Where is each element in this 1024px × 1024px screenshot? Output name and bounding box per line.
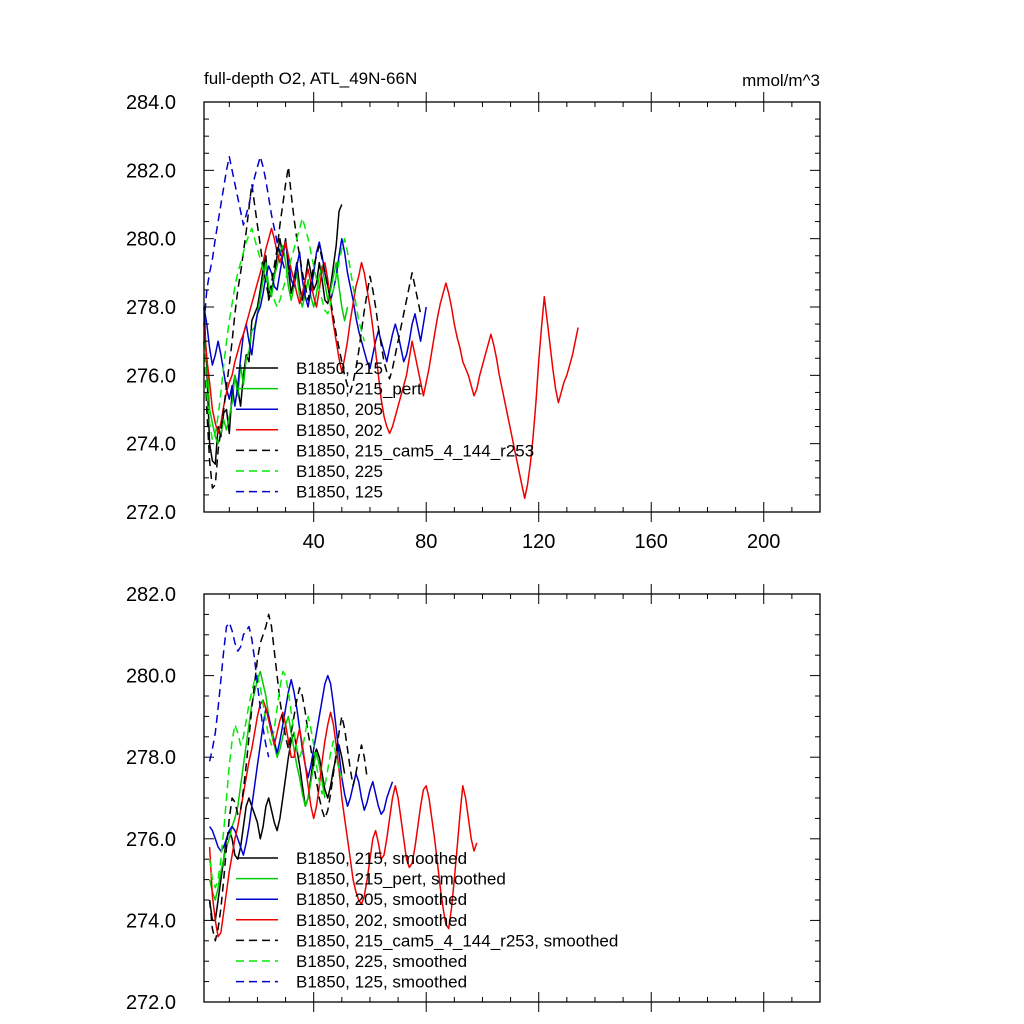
y-tick-label: 280.0	[126, 229, 176, 251]
bottom-panel: B1850, 215, smoothed B1850, 215_pert, smo…	[126, 584, 821, 1014]
legend-label-4: B1850, 215_cam5_4_144_r253, smoothed	[296, 931, 618, 950]
legend-label-4: B1850, 215_cam5_4_144_r253	[296, 441, 534, 460]
y-tick-label: 274.0	[126, 434, 176, 456]
y-tick-label: 276.0	[126, 829, 176, 851]
y-tick-label: 274.0	[126, 910, 176, 932]
bottom-series-group	[208, 613, 478, 942]
series-line-6	[208, 621, 270, 762]
y-tick-label: 276.0	[126, 365, 176, 387]
x-tick-label: 160	[635, 531, 668, 553]
legend-label-6: B1850, 125, smoothed	[296, 973, 467, 992]
legend-label-0: B1850, 215, smoothed	[296, 849, 467, 868]
y-tick-label: 282.0	[126, 584, 176, 606]
series-line-5	[203, 217, 366, 441]
bottom-legend: B1850, 215, smoothed B1850, 215_pert, smo…	[236, 849, 618, 992]
legend-label-6: B1850, 125	[296, 483, 383, 502]
y-tick-label: 272.0	[126, 502, 176, 524]
series-line-5	[208, 670, 343, 889]
x-tick-label: 80	[415, 531, 437, 553]
top-panel-title: full-depth O2, ATL_49N-66N	[204, 69, 417, 88]
series-line-4	[203, 166, 422, 489]
top-series-group	[203, 155, 579, 500]
legend-label-3: B1850, 202	[296, 421, 383, 440]
y-tick-label: 278.0	[126, 297, 176, 319]
series-line-3	[208, 699, 478, 938]
legend-label-3: B1850, 202, smoothed	[296, 911, 467, 930]
y-tick-label: 278.0	[126, 747, 176, 769]
series-line-1	[208, 670, 326, 901]
series-line-3	[203, 227, 579, 500]
series-line-1	[203, 244, 349, 445]
top-panel: full-depth O2, ATL_49N-66N mmol/m^3 B185…	[126, 69, 821, 553]
top-axes: 272.0 274.0 276.0 278.0 280.0 282.0 284.0 40 80 1…	[126, 92, 821, 553]
legend-label-1: B1850, 215_pert, smoothed	[296, 870, 506, 889]
y-tick-label: 284.0	[126, 92, 176, 114]
y-tick-label: 282.0	[126, 160, 176, 182]
series-line-4	[208, 613, 368, 942]
bottom-axes: 272.0 274.0 276.0 278.0 280.0 282.0	[126, 584, 821, 1014]
y-tick-label: 280.0	[126, 666, 176, 688]
legend-label-2: B1850, 205	[296, 400, 383, 419]
legend-label-1: B1850, 215_pert	[296, 380, 422, 399]
legend-label-2: B1850, 205, smoothed	[296, 890, 467, 909]
x-tick-label: 120	[522, 531, 555, 553]
x-tick-label: 200	[747, 531, 780, 553]
top-panel-units: mmol/m^3	[742, 71, 820, 90]
legend-label-0: B1850, 215	[296, 359, 383, 378]
series-line-6	[203, 155, 287, 325]
y-tick-label: 272.0	[126, 992, 176, 1014]
legend-label-5: B1850, 225, smoothed	[296, 952, 467, 971]
series-line-0	[208, 731, 346, 922]
x-tick-label: 40	[303, 531, 325, 553]
legend-label-5: B1850, 225	[296, 462, 383, 481]
